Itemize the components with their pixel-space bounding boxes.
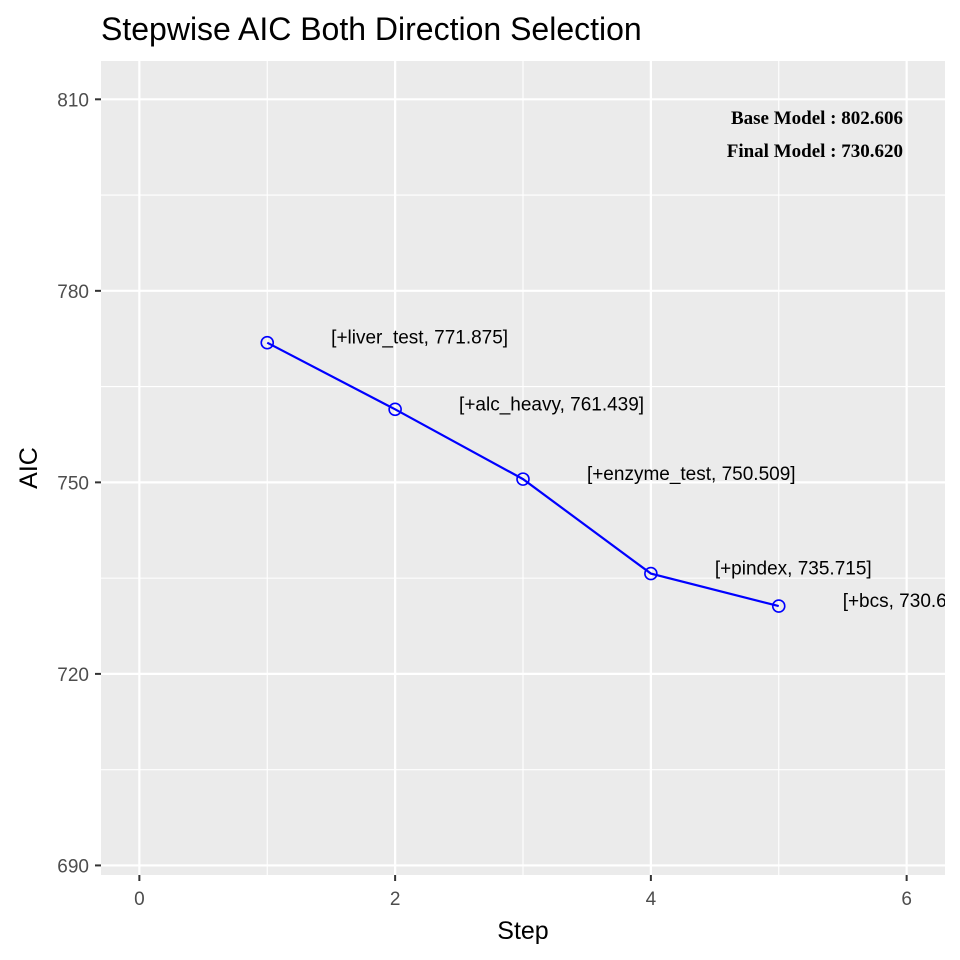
y-tick-label: 810 [57,90,89,111]
point-label: [+bcs, 730.620] [843,591,960,612]
gridlines [101,61,945,875]
data-point [260,335,275,350]
x-axis-title: Step [497,917,548,945]
final-model-annotation: Final Model : 730.620 [727,141,903,162]
series-layer: [+liver_test, 771.875] [+alc_heavy, 761.4… [260,328,960,613]
x-tick-label: 2 [390,889,401,910]
y-tick-label: 780 [57,282,89,303]
axis-ticks: 0 2 4 6 690 720 750 780 810 [57,90,912,910]
point-label: [+pindex, 735.715] [715,559,872,580]
chart-title: Stepwise AIC Both Direction Selection [101,11,642,47]
data-point [388,402,402,417]
y-tick-label: 720 [57,665,89,686]
y-axis-title: AIC [15,447,43,489]
base-model-annotation: Base Model : 802.606 [731,108,903,129]
point-label: [+alc_heavy, 761.439] [459,394,644,415]
data-point [771,599,786,613]
point-label: [+enzyme_test, 750.509] [587,464,796,485]
data-point [516,472,530,486]
y-tick-label: 690 [57,856,89,877]
x-tick-label: 4 [646,889,657,910]
x-tick-label: 0 [134,889,145,910]
point-label: [+liver_test, 771.875] [331,328,508,349]
data-point [644,566,658,581]
y-tick-label: 750 [57,473,89,494]
x-tick-label: 6 [901,889,912,910]
series-line [266,341,780,608]
